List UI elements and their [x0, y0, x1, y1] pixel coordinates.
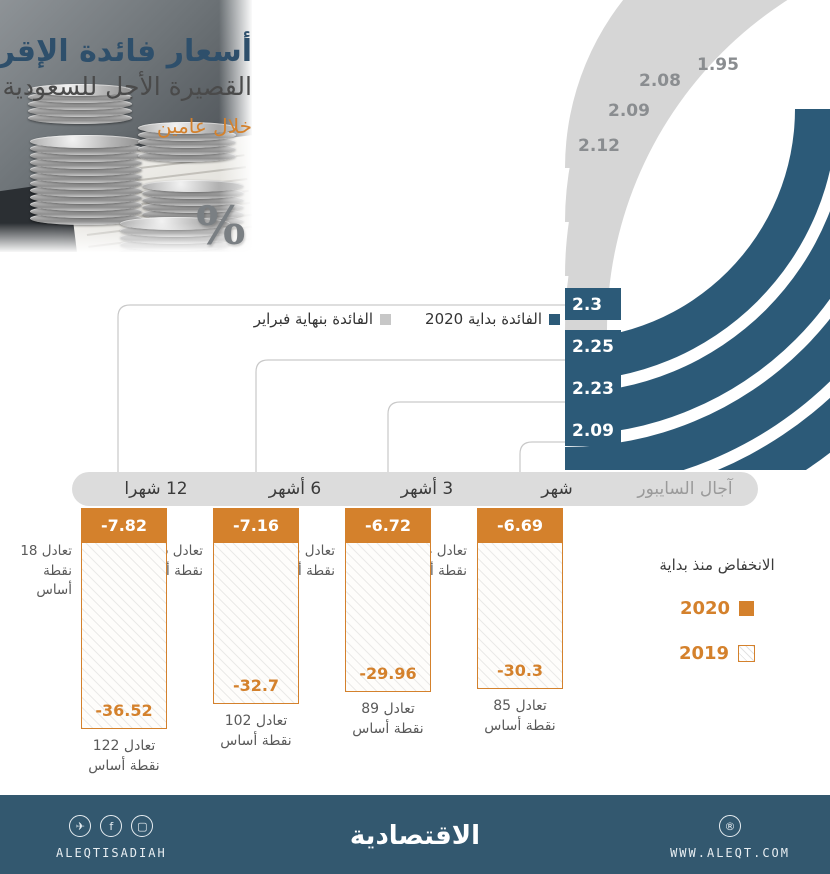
arc-label-gray-1m: 1.95	[697, 55, 739, 75]
legend-swatch-gray	[380, 313, 392, 325]
facebook-icon[interactable]: f	[100, 815, 123, 837]
page-title: أسعار فائدة الإقراض القصيرة الأجل للسعود…	[0, 34, 252, 138]
category-axis-bar: آجال السايبور شهر 3 أشهر 6 أشهر 12 شهرا	[72, 472, 758, 506]
column-3m[interactable]: 6.72- 29.96- تعادل 89 نقطة أساس	[345, 508, 431, 737]
arc-gray-1m	[565, 0, 788, 330]
arc-label-blue-3m: 2.23	[572, 379, 614, 399]
category-label-12m[interactable]: 12 شهرا	[124, 479, 188, 499]
decline-legend-row-2019[interactable]: 2019	[622, 643, 812, 664]
decline-legend-title: الانخفاض منذ بداية	[659, 556, 775, 574]
footer-handle: ALEQTISADIAH	[56, 846, 167, 860]
column-12m-body: 36.52-	[81, 543, 167, 729]
decline-legend: الانخفاض منذ بداية 2020 2019	[622, 556, 812, 664]
column-1m-body: 30.3-	[477, 543, 563, 689]
column-1m[interactable]: 6.69- 30.3- تعادل 85 نقطة أساس	[477, 508, 563, 734]
column-6m[interactable]: 7.16- 32.7- تعادل 102 نقطة أساس	[213, 508, 299, 749]
column-3m-below-note: تعادل 89 نقطة أساس	[352, 701, 424, 738]
column-6m-body: 32.7-	[213, 543, 299, 704]
arc-label-blue-1m: 2.09	[572, 421, 614, 441]
title-line-3: خلال عامين	[156, 113, 252, 138]
coin	[28, 84, 132, 96]
social-icons: ▢ f ✈	[56, 815, 167, 837]
column-12m[interactable]: 7.82- 36.52- تعادل 122 نقطة أساس	[81, 508, 167, 774]
column-1m-bottom-value: 30.3-	[496, 661, 544, 680]
arc-label-gray-6m: 2.09	[608, 101, 650, 121]
connector-1m	[519, 441, 565, 480]
coins-photo	[0, 0, 252, 252]
connector-12m	[117, 304, 565, 480]
decline-year-2020: 2020	[679, 598, 731, 619]
decline-swatch-2020	[739, 601, 755, 616]
legend-item-blue: الفائدة بداية 2020	[425, 310, 560, 328]
arc-label-blue-12m: 2.3	[572, 295, 603, 315]
coin	[30, 135, 142, 148]
category-label-1m[interactable]: شهر	[541, 479, 573, 499]
connector-lines	[117, 304, 565, 480]
legend-item-gray: الفائدة بنهاية فبراير	[253, 310, 392, 328]
column-12m-bottom-value: 36.52-	[95, 701, 153, 720]
title-line-1: أسعار فائدة الإقراض	[0, 34, 252, 69]
column-1m-below-note: تعادل 85 نقطة أساس	[484, 698, 556, 735]
connector-3m	[387, 401, 565, 480]
footer-social-block: ▢ f ✈ ALEQTISADIAH	[56, 815, 167, 860]
column-1m-top-value: 6.69-	[477, 508, 563, 543]
column-12m-top-value: 7.82-	[81, 508, 167, 543]
category-label-6m[interactable]: 6 أشهر	[268, 479, 322, 499]
column-3m-bottom-value: 29.96-	[359, 664, 417, 683]
twitter-icon[interactable]: ✈	[69, 815, 92, 837]
legend-label-gray: الفائدة بنهاية فبراير	[253, 310, 374, 328]
footer-url[interactable]: WWW.ALEQT.COM	[670, 846, 790, 860]
title-line-2: القصيرة الأجل للسعودية	[2, 72, 252, 102]
footer-brand: الاقتصادية	[349, 821, 481, 851]
column-6m-below-note: تعادل 102 نقطة أساس	[220, 713, 292, 750]
decline-swatch-2019	[738, 645, 756, 662]
legend-label-blue: الفائدة بداية 2020	[425, 310, 542, 328]
arc-label-gray-3m: 2.08	[639, 71, 681, 91]
column-6m-bottom-value: 32.7-	[232, 676, 280, 695]
column-3m-top-value: 6.72-	[345, 508, 431, 543]
arc-label-blue-6m: 2.25	[572, 337, 614, 357]
chart-legend: الفائدة بداية 2020 الفائدة بنهاية فبراير	[254, 310, 560, 328]
arc-gray-6m	[565, 0, 714, 222]
column-12m-side-note: تعادل 18 نقطة أساس	[20, 543, 72, 599]
decline-year-2019: 2019	[678, 643, 730, 664]
footer-site-block: ® WWW.ALEQT.COM	[670, 815, 790, 860]
footer-right-icon-wrap: ®	[670, 815, 790, 837]
axis-label-tenors: آجال السايبور	[637, 479, 733, 499]
page-footer: ▢ f ✈ ALEQTISADIAH الاقتصادية ® WWW.ALEQ…	[0, 795, 830, 874]
registered-mark-icon: ®	[719, 815, 742, 837]
column-6m-top-value: 7.16-	[213, 508, 299, 543]
column-3m-body: 29.96-	[345, 543, 431, 692]
connector-6m	[255, 359, 565, 480]
decline-legend-row-2020[interactable]: 2020	[622, 598, 812, 619]
coin-stacks	[0, 0, 252, 252]
legend-swatch-blue	[549, 313, 560, 325]
coin	[142, 180, 244, 192]
percent-symbol: %	[196, 196, 246, 257]
instagram-icon[interactable]: ▢	[131, 815, 154, 837]
arc-label-gray-12m: 2.12	[578, 136, 620, 156]
coin	[138, 122, 236, 134]
column-12m-below-note: تعادل 122 نقطة أساس	[88, 738, 160, 775]
category-label-3m[interactable]: 3 أشهر	[400, 479, 454, 499]
photo-fade-right	[219, 0, 252, 252]
photo-fade-bottom	[0, 223, 252, 252]
